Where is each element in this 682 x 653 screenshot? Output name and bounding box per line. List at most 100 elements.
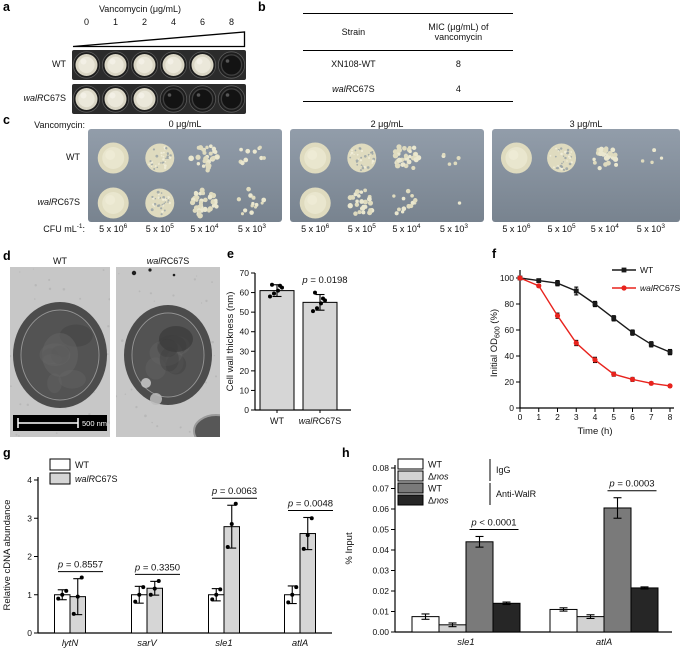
cfu-value: 5 x 106 [502, 223, 531, 234]
panel-a-tag: a [3, 0, 10, 14]
x-category-label: sarV [137, 638, 158, 649]
x-category-label: atlA [292, 638, 308, 649]
agar-plate-2 [492, 129, 680, 222]
legend-group-antiwalr: Anti-WalR [496, 489, 537, 499]
conc-label: 0 [83, 17, 89, 27]
well-strip-mutant [72, 84, 246, 114]
mic-table-header-strain: Strain [341, 27, 366, 37]
panel-b-tag: b [258, 0, 266, 14]
conc-label: 4 [170, 17, 176, 27]
legend-label: Δnos [428, 472, 449, 482]
legend-label: walRC67S [75, 474, 118, 484]
conc-label: 2 [141, 17, 147, 27]
legend-label: WT [428, 484, 442, 494]
y-tick: 100 [500, 273, 514, 283]
y-tick: 60 [505, 325, 515, 335]
legend-label: WT [640, 265, 653, 275]
y-tick: 20 [240, 366, 250, 376]
bar-h-1-0 [549, 608, 578, 633]
chart-cdna-abundance: 0 1 2 3 4 Relative cDNA abundance lytN p = 0.85… [2, 458, 333, 649]
cfu-value: 5 x 104 [590, 223, 619, 234]
y-tick: 0.01 [372, 607, 389, 617]
tem-label-wt: WT [53, 256, 67, 266]
spot-row-label-wt: WT [66, 152, 80, 162]
y-tick: 0.02 [372, 586, 389, 596]
y-tick: 0 [244, 405, 249, 415]
x-tick: 4 [593, 412, 598, 422]
chart-chip-percent-input: 0.00 0.01 0.02 0.03 0.04 0.05 0.06 0.07 0.08 % In… [344, 458, 672, 648]
y-tick: 3 [27, 513, 32, 523]
cfu-value: 5 x 103 [237, 223, 266, 234]
cfu-value: 5 x 104 [190, 223, 219, 234]
legend-label: Δnos [428, 496, 449, 506]
legend-label: WT [75, 460, 89, 470]
bar-h-1-2 [603, 507, 632, 633]
strip-row-label-wt: WT [52, 59, 66, 69]
panel-f-tag: f [492, 247, 497, 261]
x-tick: 5 [611, 412, 616, 422]
y-tick: 0.07 [372, 484, 389, 494]
plate-conc-label: 2 μg/mL [370, 119, 404, 129]
cfu-value: 5 x 105 [547, 223, 576, 234]
x-tick: 3 [574, 412, 579, 422]
vancomycin-gradient-title: Vancomycin (μg/mL) [98, 4, 182, 14]
tem-image-wt: 500 nm [10, 267, 110, 437]
panel-d-tag: d [3, 249, 11, 263]
y-tick: 50 [240, 307, 250, 317]
p-value: p = 0.8557 [57, 560, 103, 571]
line-series-1 [519, 277, 671, 387]
x-category-label: walRC67S [299, 416, 342, 426]
mic-table: Strain MIC (μg/mL) of vancomycin XN108-W… [303, 13, 513, 102]
panel-g-tag: g [3, 446, 11, 460]
x-category-label: sle1 [457, 637, 474, 648]
y-tick: 2 [27, 552, 32, 562]
plate-conc-label: 3 μg/mL [569, 119, 603, 129]
y-tick: 0 [27, 628, 32, 638]
y-tick: 80 [505, 299, 515, 309]
strip-row-label-mutant: walRC67S [23, 93, 66, 103]
cfu-value: 5 x 105 [347, 223, 376, 234]
chart-cell-wall-thickness: 0 10 20 30 40 50 60 70 Cell wall thickness (nm) W… [225, 268, 351, 426]
y-tick: 1 [27, 590, 32, 600]
conc-label: 6 [199, 17, 205, 27]
x-tick: 0 [518, 412, 523, 422]
x-axis-label: Time (h) [577, 426, 612, 437]
cfu-value: 5 x 105 [145, 223, 174, 234]
mic-table-row-mutant: walRC67S 4 [303, 76, 513, 102]
plate-conc-label: 0 μg/mL [168, 119, 202, 129]
p-value: p = 0.0198 [301, 275, 347, 286]
cfu-value: 5 x 106 [99, 223, 128, 234]
well-strip-wt [72, 50, 246, 80]
cfu-value: 5 x 103 [636, 223, 665, 234]
agar-plate-1 [290, 129, 484, 222]
panel-e-tag: e [227, 247, 234, 261]
bar-h-1-3 [630, 587, 659, 633]
tem-image-mutant [116, 267, 220, 437]
x-category-label: sle1 [215, 638, 232, 649]
cfu-value: 5 x 106 [301, 223, 330, 234]
y-tick: 0.04 [372, 545, 389, 555]
bar-g-0-0 [54, 594, 71, 634]
bar-h-0-3 [492, 602, 521, 633]
agar-plate-0 [88, 129, 282, 222]
p-value: p = 0.0048 [287, 498, 333, 509]
x-category-label: WT [270, 416, 284, 426]
y-tick: 60 [240, 288, 250, 298]
p-value: p < 0.0001 [470, 517, 516, 528]
y-tick: 30 [240, 346, 250, 356]
y-tick: 0.05 [372, 525, 389, 535]
y-tick: 0.08 [372, 463, 389, 473]
spot-row-label-mutant: walRC67S [37, 197, 80, 207]
x-tick: 1 [536, 412, 541, 422]
gradient-wedge [72, 31, 246, 48]
y-tick: 0.03 [372, 566, 389, 576]
y-tick: 4 [27, 475, 32, 485]
panel-c-tag: c [3, 113, 10, 127]
mic-table-row-wt: XN108-WT 8 [303, 51, 513, 76]
cfu-axis-label: CFU mL-1: [43, 223, 85, 234]
x-tick: 6 [630, 412, 635, 422]
x-tick: 2 [555, 412, 560, 422]
cfu-value: 5 x 103 [439, 223, 468, 234]
y-tick: 0.00 [372, 627, 389, 637]
cfu-value: 5 x 104 [392, 223, 421, 234]
